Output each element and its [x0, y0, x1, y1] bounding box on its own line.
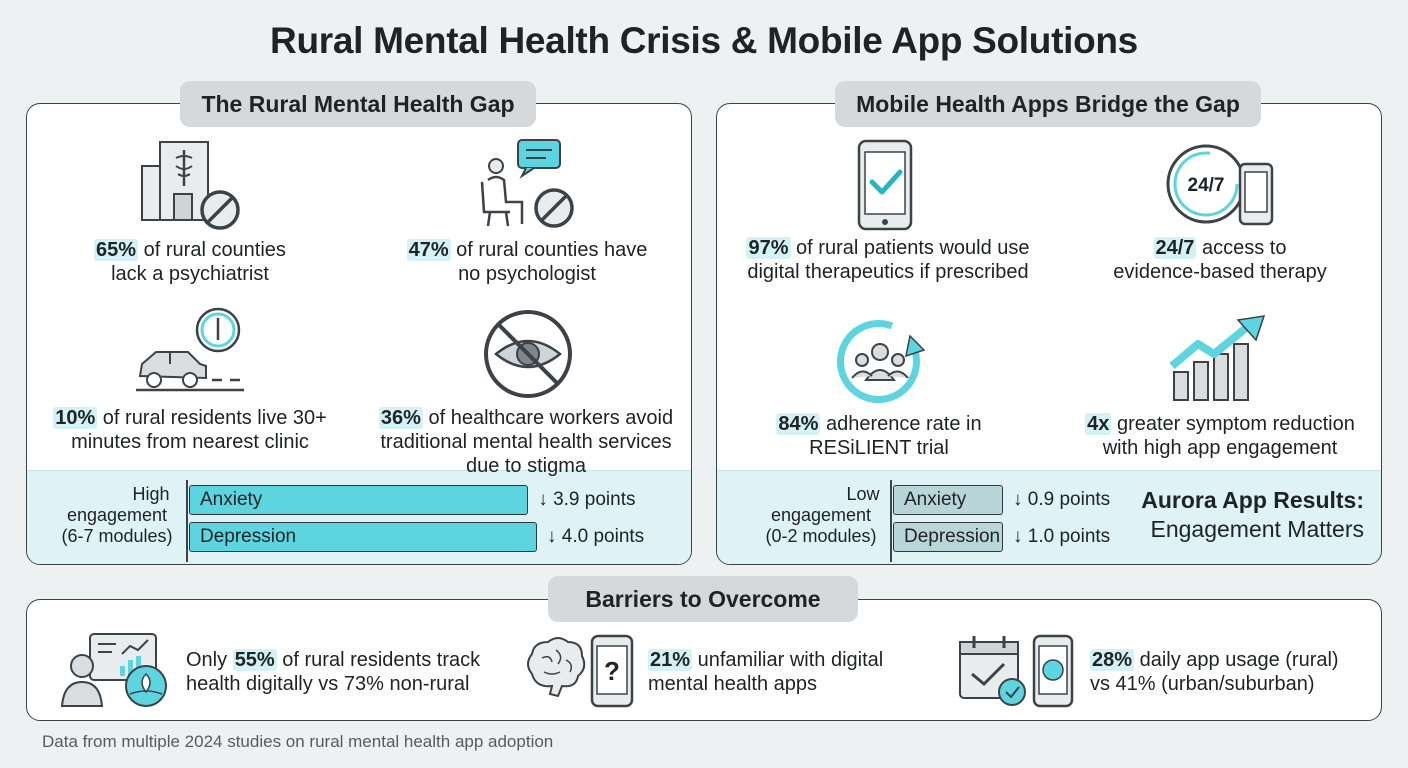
- svg-text:24/7: 24/7: [1188, 175, 1225, 196]
- low-engagement-axis: [890, 480, 892, 562]
- low-depression-bar: Depression: [893, 522, 1003, 552]
- stat-stigma: 36% of healthcare workers avoid traditio…: [356, 406, 696, 478]
- low-anxiety-change: ↓ 0.9 points: [1013, 489, 1111, 510]
- label-line: (6-7 modules): [61, 526, 173, 546]
- stat-text: of rural patients would use: [790, 237, 1030, 259]
- high-anxiety-change: ↓ 3.9 points: [538, 489, 636, 510]
- aurora-results: Aurora App Results: Engagement Matters: [1120, 486, 1364, 544]
- high-anxiety-bar: Anxiety: [189, 485, 529, 515]
- stat-text: due to stigma: [465, 455, 587, 477]
- clock-24-7-phone-icon: 24/7: [1166, 144, 1274, 226]
- stat-text: of rural counties: [138, 239, 286, 261]
- stat-text: minutes from nearest clinic: [71, 431, 309, 453]
- page-title: Rural Mental Health Crisis & Mobile App …: [270, 20, 1138, 61]
- gap-panel-heading: The Rural Mental Health Gap: [180, 81, 536, 127]
- stat-text: adherence rate in: [820, 413, 982, 435]
- stat-text: traditional mental health services: [380, 431, 672, 453]
- high-depression-bar: Depression: [189, 522, 537, 552]
- bar-label: Anxiety: [904, 489, 967, 510]
- apps-panel-heading: Mobile Health Apps Bridge the Gap: [835, 81, 1261, 127]
- high-engagement-axis: [186, 480, 188, 562]
- aurora-results-title: Aurora App Results:: [1141, 487, 1364, 513]
- stat-value: 24/7: [1153, 237, 1197, 259]
- stat-value: 65%: [94, 239, 139, 261]
- stat-psychiatrist: 65% of rural counties lack a psychiatris…: [60, 238, 320, 286]
- high-engagement-label: High engagement (6-7 modules): [54, 484, 180, 547]
- phone-check-icon: [857, 139, 913, 231]
- stat-24-7-access: 24/7 access to evidence-based therapy: [1090, 236, 1350, 284]
- stat-value: 36%: [378, 407, 423, 429]
- stat-value: 84%: [776, 413, 821, 435]
- stat-symptom-reduction: 4x greater symptom reduction with high a…: [1070, 412, 1370, 460]
- barrier-text: mental health apps: [648, 673, 818, 695]
- therapist-chair-no-icon: [480, 139, 574, 228]
- stat-text: of rural counties have: [450, 239, 648, 261]
- stat-text: access to: [1196, 237, 1287, 259]
- stat-value: 47%: [406, 239, 451, 261]
- svg-text:?: ?: [604, 656, 620, 686]
- barrier-value: 28%: [1090, 649, 1135, 671]
- barrier-text: of rural residents track: [276, 649, 481, 671]
- stat-text: greater symptom reduction: [1111, 413, 1355, 435]
- low-depression-change: ↓ 1.0 points: [1013, 526, 1111, 547]
- stat-digital-therapeutics: 97% of rural patients would use digital …: [728, 236, 1048, 284]
- label-line: engagement: [770, 505, 872, 525]
- barrier-text: unfamiliar with digital: [692, 649, 884, 671]
- person-dashboard-icon: [60, 633, 167, 707]
- barriers-panel-heading: Barriers to Overcome: [548, 576, 858, 622]
- eye-crossed-stigma-icon: [484, 310, 572, 398]
- barrier-value: 21%: [648, 649, 693, 671]
- label-line: High: [132, 484, 170, 504]
- stat-text: no psychologist: [458, 263, 596, 285]
- bar-label: Depression: [200, 526, 297, 547]
- label-line: Low: [846, 484, 880, 504]
- hospital-no-psychiatrist-icon: [141, 141, 240, 230]
- high-depression-change: ↓ 4.0 points: [547, 526, 645, 547]
- label-line: engagement: [66, 505, 168, 525]
- barrier-digital-tracking: Only 55% of rural residents track health…: [186, 648, 506, 696]
- car-clock-icon: [136, 307, 244, 392]
- barrier-text: daily app usage (rural): [1134, 649, 1339, 671]
- low-engagement-label: Low engagement (0-2 modules): [758, 484, 884, 547]
- stat-text: of healthcare workers avoid: [422, 407, 674, 429]
- barrier-daily-usage: 28% daily app usage (rural) vs 41% (urba…: [1090, 648, 1360, 696]
- calendar-phone-icon: [959, 634, 1074, 708]
- bar-label: Anxiety: [200, 489, 263, 510]
- label-line: (0-2 modules): [765, 526, 877, 546]
- barrier-text: health digitally vs 73% non-rural: [186, 673, 470, 695]
- stat-adherence: 84% adherence rate in RESiLIENT trial: [754, 412, 1004, 460]
- stat-value: 4x: [1085, 413, 1112, 435]
- aurora-results-subtitle: Engagement Matters: [1150, 516, 1364, 542]
- barrier-text: vs 41% (urban/suburban): [1090, 673, 1315, 695]
- stat-text: evidence-based therapy: [1113, 261, 1327, 283]
- stat-text: digital therapeutics if prescribed: [747, 261, 1029, 283]
- stat-text: of rural residents live 30+: [97, 407, 327, 429]
- group-cycle-icon: [837, 320, 926, 403]
- growth-chart-arrow-icon: [1169, 315, 1266, 401]
- barrier-unfamiliar: 21% unfamiliar with digital mental healt…: [648, 648, 908, 696]
- stat-psychologist: 47% of rural counties have no psychologi…: [396, 238, 658, 286]
- stat-value: 97%: [746, 237, 791, 259]
- brain-phone-question-icon: ?: [527, 634, 634, 708]
- barrier-value: 55%: [232, 649, 277, 671]
- bar-label: Depression: [904, 526, 1001, 547]
- footnote: Data from multiple 2024 studies on rural…: [42, 732, 554, 751]
- stat-travel-time: 10% of rural residents live 30+ minutes …: [40, 406, 340, 454]
- stat-text: RESiLIENT trial: [809, 437, 949, 459]
- low-anxiety-bar: Anxiety: [893, 485, 1003, 515]
- stat-value: 10%: [53, 407, 98, 429]
- stat-text: with high app engagement: [1102, 437, 1338, 459]
- barrier-prefix: Only: [186, 649, 233, 671]
- stat-text: lack a psychiatrist: [111, 263, 269, 285]
- apps-engagement-strip: [717, 470, 1381, 564]
